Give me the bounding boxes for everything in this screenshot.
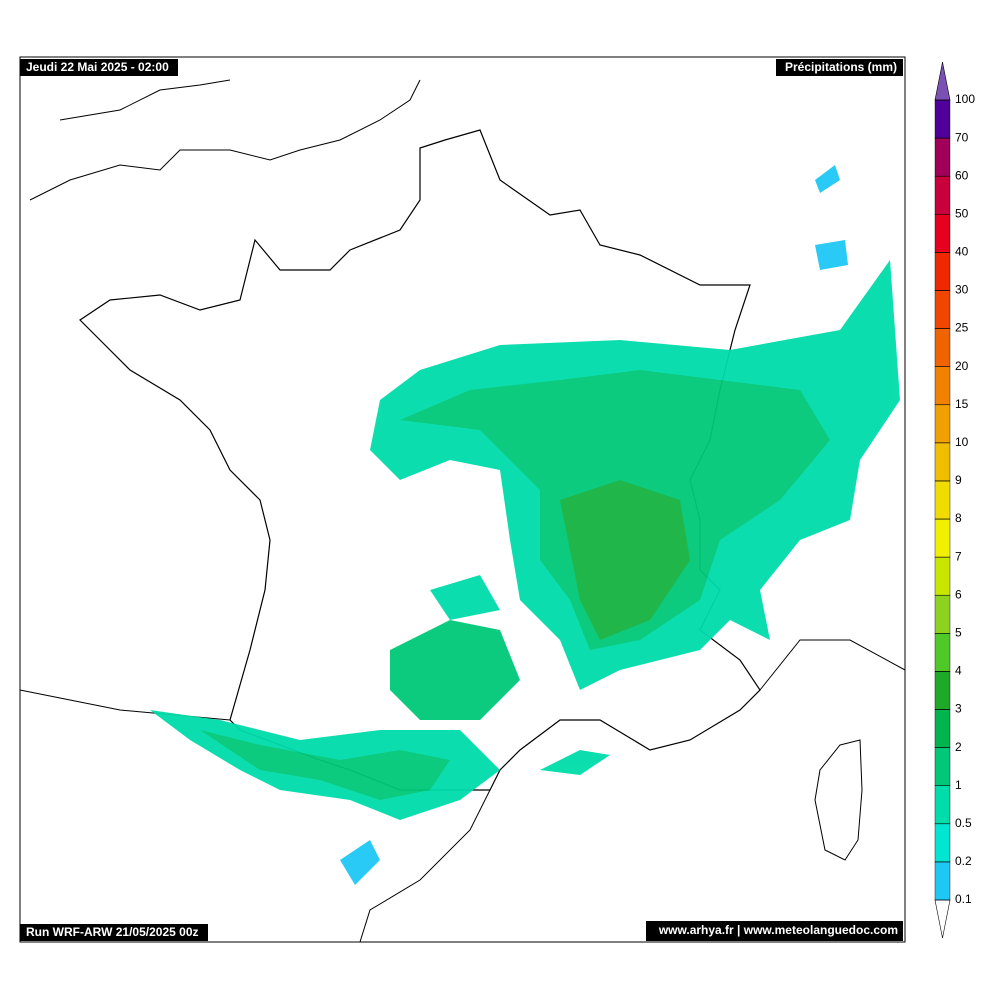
label-box [20,924,208,941]
colorbar-label: 1 [955,778,962,792]
colorbar-segment [934,861,951,901]
colorbar-segment [934,290,951,329]
coastline [29,79,421,201]
rain-area [200,730,450,800]
colorbar-label: 20 [955,359,969,373]
colorbar-segment [934,214,951,253]
colorbar-segment [934,175,951,215]
colorbar-segment [934,747,951,786]
colorbar-segment [934,328,951,367]
colorbar-segment [934,709,951,748]
colorbar-segment [934,671,951,710]
colorbar-over [934,61,951,101]
colorbar-label: 4 [955,664,962,678]
colorbar-label: 40 [955,245,969,259]
colorbar-label: 0.5 [955,816,972,830]
map-title: Jeudi 22 Mai 2025 - 02:00 [26,60,169,74]
rain-area [815,240,848,270]
map-frame [19,56,906,943]
colorbar-segment [934,366,951,405]
colorbar-label: 50 [955,206,969,220]
corsica [814,739,863,861]
label-box [776,59,903,76]
colorbar-label: 6 [955,587,962,601]
colorbar-label: 15 [955,397,969,411]
colorbar-segment [934,518,951,558]
colorbar-segment [934,556,951,596]
colorbar-label: 10 [955,435,969,449]
rain-area [430,575,500,620]
colorbar: 0.1 0.2 0.5 1 2 3 4 5 6 7 8 9 10 15 20 25 30 40 50 60 70 100 [934,61,975,939]
colorbar-segment [934,595,951,634]
colorbar-label: 8 [955,511,962,525]
colorbar-label: 70 [955,130,969,144]
colorbar-segment [934,785,951,825]
colorbar-label: 100 [955,92,975,106]
rain-area [340,840,380,885]
label-box [20,59,178,76]
colorbar-segment [934,99,951,139]
colorbar-segment [934,442,951,482]
colorbar-label: 5 [955,626,962,640]
precipitation [150,165,900,885]
labels: Jeudi 22 Mai 2025 - 02:00 Précipitations… [20,59,903,941]
rain-area [390,620,520,720]
colorbar-label: 25 [955,321,969,335]
rain-area [560,480,690,640]
colorbar-segment [934,404,951,444]
colorbar-under [934,899,951,939]
colorbar-segment [934,823,951,863]
variable-label: Précipitations (mm) [785,60,897,74]
colorbar-segment [934,480,951,520]
colorbar-segment [934,137,951,177]
rain-area [815,165,840,193]
colorbar-label: 30 [955,283,969,297]
colorbar-label: 3 [955,702,962,716]
colorbar-label: 0.2 [955,854,972,868]
colorbar-segment [934,633,951,672]
colorbar-label: 2 [955,740,962,754]
colorbar-label: 0.1 [955,892,972,906]
rain-area [540,750,610,775]
run-label: Run WRF-ARW 21/05/2025 00z [26,925,199,939]
credits: www.arhya.fr | www.meteolanguedoc.com [658,923,898,937]
colorbar-label: 60 [955,168,969,182]
colorbar-segment [934,252,951,291]
label-box [646,921,903,941]
colorbar-label: 9 [955,473,962,487]
colorbar-label: 7 [955,549,962,563]
